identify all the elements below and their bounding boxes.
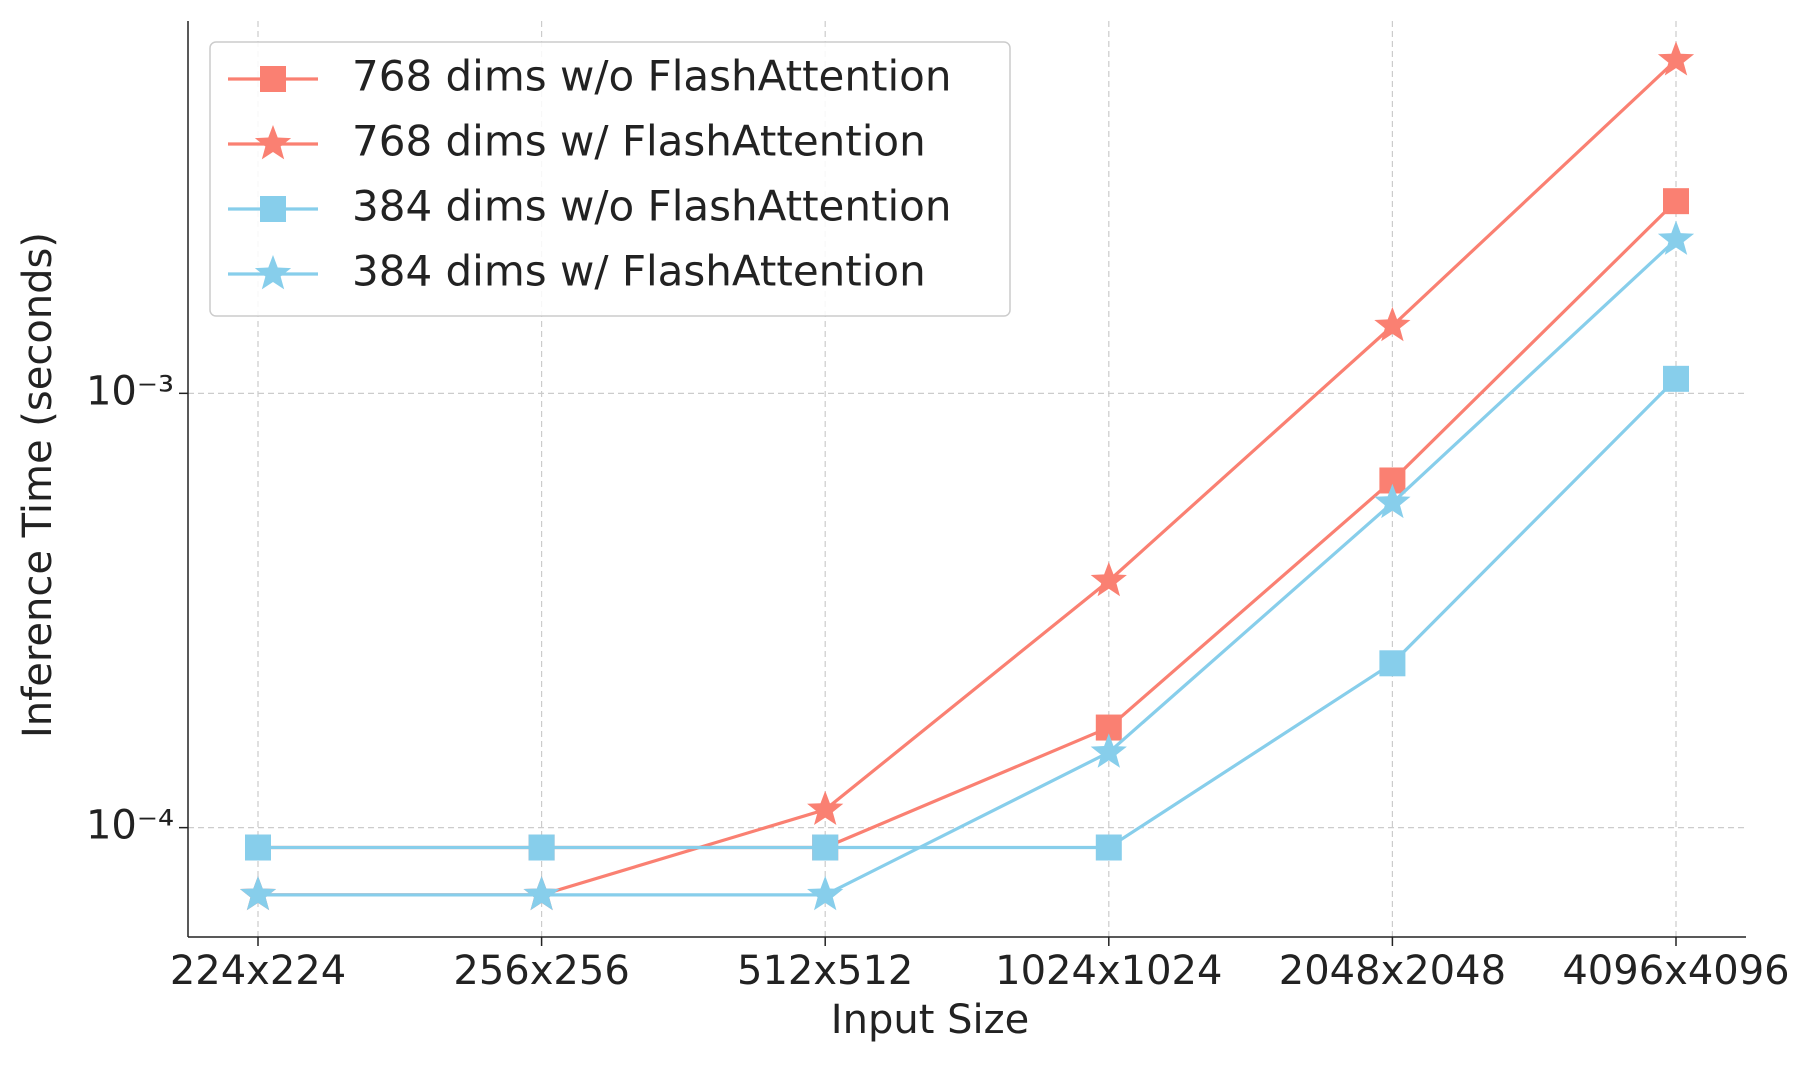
series-line [258, 377, 1678, 850]
star-marker [1657, 220, 1695, 255]
x-tick-label: 256x256 [453, 948, 629, 994]
star-marker [254, 255, 292, 290]
legend: 768 dims w/o FlashAttention 768 dims w/ F… [209, 41, 1011, 317]
star-marker [1090, 561, 1127, 597]
legend-box [209, 41, 1011, 317]
x-tick-label: 1024x1024 [995, 948, 1222, 994]
x-axis-label: Input Size [831, 997, 1029, 1043]
star-marker [1090, 733, 1127, 768]
square-marker [1379, 650, 1406, 677]
star-marker [523, 875, 560, 911]
star-marker [1657, 41, 1695, 76]
star-marker [254, 125, 292, 160]
legend-label: 768 dims w/ FlashAttention [352, 117, 926, 166]
series-line [258, 238, 1678, 897]
square-marker [812, 834, 839, 861]
star-marker [1374, 483, 1411, 519]
square-marker [1663, 188, 1689, 215]
legend-label: 384 dims w/ FlashAttention [352, 247, 926, 296]
legend-label: 384 dims w/o FlashAttention [352, 182, 951, 231]
star-marker [807, 790, 844, 825]
y-tick-label: 10⁻³ [86, 368, 174, 414]
star-marker [1374, 306, 1411, 342]
y-tick-label: 10⁻⁴ [86, 803, 174, 849]
star-marker [239, 875, 277, 911]
square-marker [260, 66, 286, 92]
square-marker [1663, 365, 1689, 392]
square-marker [528, 834, 555, 861]
x-tick-label: 2048x2048 [1279, 948, 1506, 994]
x-tick-label: 512x512 [737, 948, 913, 994]
legend-label: 768 dims w/o FlashAttention [352, 52, 951, 101]
x-tick-label: 4096x4096 [1562, 948, 1789, 994]
star-marker [807, 875, 844, 911]
x-tick-label: 224x224 [170, 948, 346, 994]
y-axis-label: Inference Time (seconds) [15, 232, 61, 738]
square-marker [260, 196, 286, 222]
square-marker [1095, 834, 1122, 861]
square-marker [245, 834, 271, 861]
